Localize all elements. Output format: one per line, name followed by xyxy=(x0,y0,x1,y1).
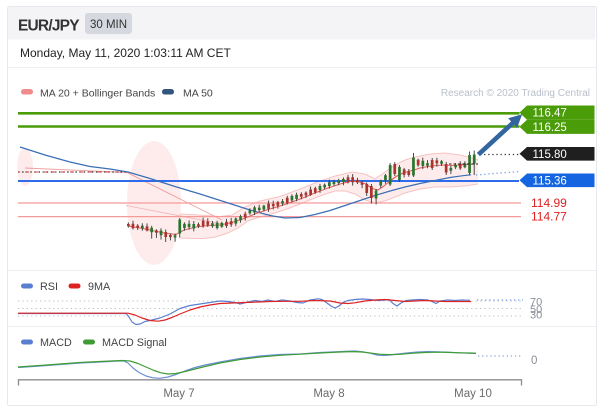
svg-text:116.25: 116.25 xyxy=(533,122,567,134)
svg-text:114.77: 114.77 xyxy=(531,209,567,223)
svg-text:115.80: 115.80 xyxy=(533,149,567,161)
svg-text:May 10: May 10 xyxy=(454,388,492,400)
svg-text:MACD Signal: MACD Signal xyxy=(102,337,167,349)
svg-text:EUR/JPY: EUR/JPY xyxy=(18,18,80,35)
svg-text:50: 50 xyxy=(530,304,542,316)
svg-text:RSI: RSI xyxy=(40,281,58,293)
svg-text:9MA: 9MA xyxy=(88,281,111,293)
svg-text:114.99: 114.99 xyxy=(531,196,567,210)
svg-text:MACD: MACD xyxy=(40,337,72,349)
svg-text:Research © 2020 Trading Centra: Research © 2020 Trading Central xyxy=(441,88,590,99)
svg-text:MA 50: MA 50 xyxy=(183,88,213,100)
svg-text:Monday, May 11, 2020 1:03:11 A: Monday, May 11, 2020 1:03:11 AM CET xyxy=(20,46,231,60)
svg-text:0: 0 xyxy=(531,355,537,367)
svg-text:May 8: May 8 xyxy=(313,388,344,400)
svg-text:70: 70 xyxy=(530,297,542,309)
svg-text:116.47: 116.47 xyxy=(533,108,567,120)
svg-text:30 MIN: 30 MIN xyxy=(90,19,127,31)
svg-text:115.36: 115.36 xyxy=(533,175,567,187)
svg-text:May 7: May 7 xyxy=(163,388,194,400)
svg-text:30: 30 xyxy=(530,310,542,322)
svg-text:MA 20 + Bollinger Bands: MA 20 + Bollinger Bands xyxy=(40,88,155,100)
